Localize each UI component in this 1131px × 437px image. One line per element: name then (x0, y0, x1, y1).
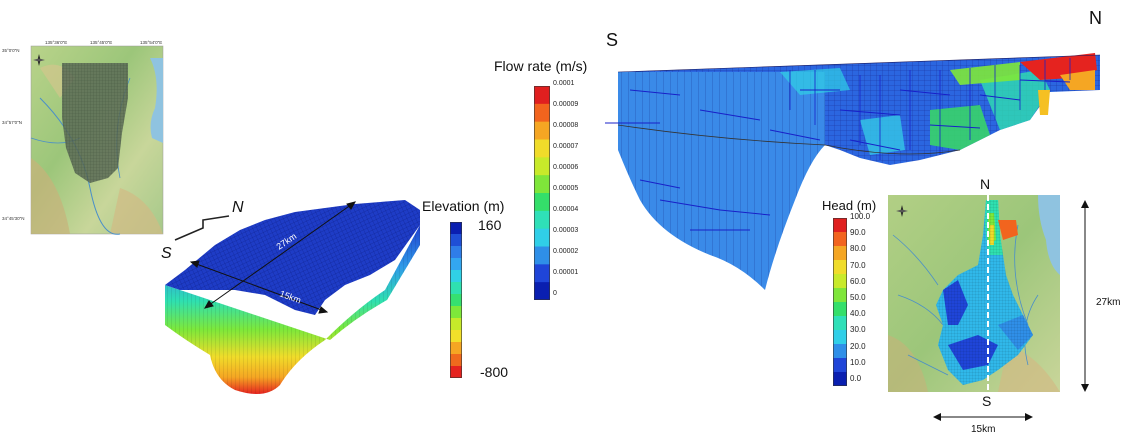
head-tick-label: 100.0 (850, 212, 871, 221)
compass-icon (33, 54, 45, 66)
head-swatch (833, 246, 847, 261)
flow-swatch (534, 121, 550, 140)
flow-swatch (534, 139, 550, 158)
cross-section (600, 50, 1120, 295)
flow-tick-label: 0.00003 (553, 227, 579, 234)
flow-tick-label: 0.00006 (553, 164, 579, 171)
flow-tick-label: 0.00009 (553, 101, 579, 108)
lon-tick-2: 135°45'0"E (90, 40, 112, 45)
head-swatch (833, 372, 847, 387)
head-tick-label: 70.0 (850, 260, 866, 270)
lat-tick-2: 34°57'0"N (2, 120, 22, 125)
head-swatch (833, 232, 847, 247)
head-swatch (833, 218, 847, 233)
flow-tick-label: 0.00001 (553, 269, 579, 276)
flow-tick-label: 0.00005 (553, 185, 579, 192)
elevation-legend-title: Elevation (m) (422, 198, 505, 214)
head-map-width-arrow (933, 410, 1033, 422)
flow-swatch (534, 282, 550, 301)
flow-tick-label: 0.0001 (553, 80, 575, 87)
elevation-swatch (450, 330, 462, 343)
head-swatch (833, 260, 847, 275)
compass-icon (896, 205, 908, 217)
head-swatch (833, 288, 847, 303)
flow-arrows (605, 79, 1071, 231)
cross-section-north-label: N (1089, 8, 1102, 28)
lon-tick-1: 135°36'0"E (45, 40, 67, 45)
flow-swatch (534, 86, 550, 105)
flow-swatch (534, 210, 550, 230)
flow-swatch (534, 175, 550, 194)
flow-swatch (534, 228, 550, 247)
block-model-3d: 27km 15km N S (155, 190, 435, 405)
flow-swatch (534, 157, 550, 176)
head-tick-label: 50.0 (850, 293, 866, 302)
head-map-south-label: S (982, 393, 992, 409)
head-tick-label: 30.0 (850, 325, 866, 335)
flow-ticks: 0.0001 0.00009 0.00008 0.00007 0.00006 0.0000… (553, 80, 593, 304)
elevation-colorbar (450, 222, 462, 379)
flow-swatch (534, 103, 550, 123)
head-swatch (833, 330, 847, 345)
head-tick-label: 20.0 (850, 341, 866, 351)
head-tick-label: 60.0 (850, 276, 866, 286)
elevation-swatch (450, 294, 462, 307)
elevation-swatch (450, 354, 462, 367)
flow-tick-label: 0.00007 (553, 143, 579, 150)
head-swatch (833, 344, 847, 359)
head-tick-label: 90.0 (850, 228, 866, 238)
head-swatch (833, 274, 847, 289)
elevation-swatch (450, 366, 462, 379)
flow-legend-title: Flow rate (m/s) (494, 58, 588, 74)
south-label: S (161, 245, 172, 262)
head-tick-label: 10.0 (850, 357, 866, 367)
flow-tick-label: 0.00004 (553, 206, 579, 213)
head-map-length-arrow (1078, 200, 1092, 392)
lon-tick-3: 135°54'0"E (140, 40, 162, 45)
head-map-width-label: 15km (971, 424, 996, 435)
flow-swatch (534, 246, 550, 265)
head-swatch (833, 316, 847, 331)
flow-colorbar (534, 86, 550, 301)
head-ticks: 100.0 90.0 80.0 70.0 60.0 50.0 40.0 30.0 20.0 10.… (850, 212, 884, 392)
compass-arrows (174, 215, 230, 241)
elevation-swatch (450, 246, 462, 259)
elevation-swatch (450, 342, 462, 355)
flow-tick-label: 0.00002 (553, 248, 579, 255)
elevation-swatch (450, 258, 462, 271)
elevation-swatch (450, 318, 462, 331)
cross-section-south-label: S (606, 30, 619, 50)
head-tick-label: 0.0 (850, 374, 862, 383)
elevation-min-label: -800 (480, 364, 509, 380)
head-legend-title: Head (m) (822, 198, 877, 213)
elevation-swatch (450, 234, 462, 247)
head-map-north-label: N (980, 176, 991, 192)
lat-tick-3: 34°45'30"N (2, 216, 25, 221)
head-map (888, 195, 1060, 392)
elevation-swatch (450, 222, 462, 235)
length-arrow (203, 201, 357, 309)
elevation-swatch (450, 306, 462, 319)
width-arrow (189, 260, 329, 314)
north-label: N (232, 199, 244, 216)
vertical-flow-arrows (789, 58, 1071, 160)
flow-tick-label: 0.00008 (553, 122, 579, 129)
elevation-max-label: 160 (478, 217, 502, 233)
head-tick-label: 40.0 (850, 309, 866, 319)
head-tick-label: 80.0 (850, 244, 866, 254)
location-map: 135°36'0"E 135°45'0"E 135°54'0"E 35°0'0"… (0, 38, 170, 238)
head-swatch (833, 302, 847, 317)
head-colorbar (833, 218, 847, 387)
flow-swatch (534, 193, 550, 212)
lat-tick-1: 35°0'0"N (2, 48, 20, 53)
flow-tick-label: 0 (553, 290, 557, 297)
elevation-swatch (450, 282, 462, 295)
head-swatch (833, 358, 847, 373)
head-map-length-label: 27km (1096, 297, 1121, 308)
elevation-swatch (450, 270, 462, 283)
flow-swatch (534, 264, 550, 283)
